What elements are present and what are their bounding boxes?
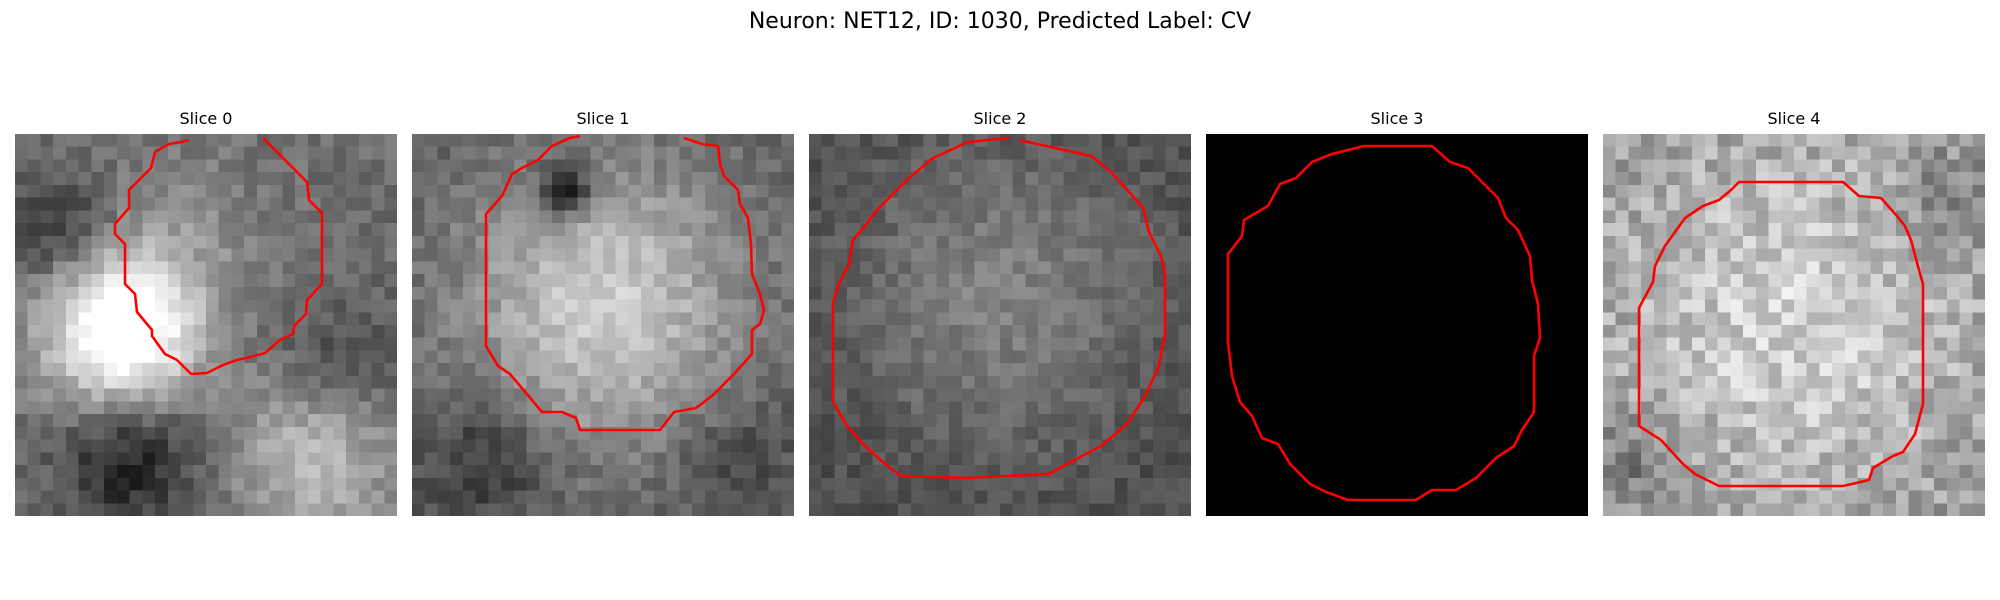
slice-0-contour <box>113 137 324 376</box>
slice-image-0 <box>15 134 397 516</box>
slice-panel-2: Slice 2 <box>809 108 1191 516</box>
slice-panel-4: Slice 4 <box>1603 108 1985 516</box>
slice-panel-1: Slice 1 <box>412 108 794 516</box>
slice-1-contour <box>484 134 766 432</box>
slice-title-3: Slice 3 <box>1370 109 1424 128</box>
slice-title-0: Slice 0 <box>179 109 233 128</box>
slice-image-4 <box>1603 134 1985 516</box>
slice-0-pixels <box>15 134 397 516</box>
slice-image-3 <box>1206 134 1588 516</box>
slice-title-1: Slice 1 <box>576 109 630 128</box>
slice-panel-0: Slice 0 <box>15 108 397 516</box>
slice-3-pixels <box>1206 134 1588 516</box>
slice-3-contour <box>1226 144 1542 502</box>
slice-title-2: Slice 2 <box>973 109 1027 128</box>
slice-image-2 <box>809 134 1191 516</box>
slice-2-contour <box>831 136 1167 480</box>
slice-image-1 <box>412 134 794 516</box>
slice-panel-3: Slice 3 <box>1206 108 1588 516</box>
figure-title: Neuron: NET12, ID: 1030, Predicted Label… <box>748 9 1252 34</box>
slice-4-contour <box>1637 180 1925 488</box>
slice-1-pixels <box>412 134 794 516</box>
slice-title-4: Slice 4 <box>1767 109 1821 128</box>
slice-4-pixels <box>1603 134 1985 516</box>
